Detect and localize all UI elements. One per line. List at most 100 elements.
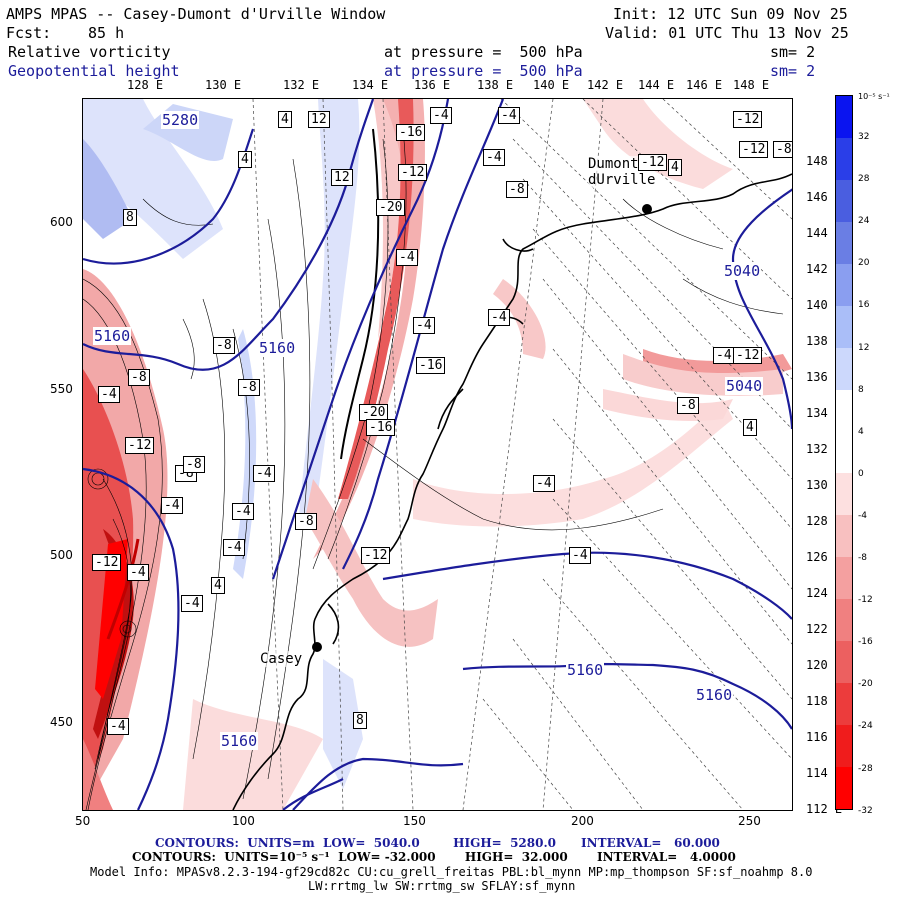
vorticity-contour-label: -4: [569, 547, 591, 564]
vorticity-contour-label: 4: [278, 111, 292, 128]
field1-smoothing: sm= 2: [770, 43, 816, 61]
x-axis-label: 250: [738, 814, 761, 828]
vorticity-contour-label: -12: [739, 141, 769, 158]
lat-label: 128 E: [806, 514, 843, 528]
vorticity-contour-label: -12: [638, 154, 668, 171]
vorticity-contour-label: -4: [181, 595, 203, 612]
x-axis-label: 100: [232, 814, 255, 828]
vorticity-contour-label: -16: [416, 357, 446, 374]
colorbar-label: 20: [858, 258, 870, 269]
colorbar-swatch: [836, 221, 852, 265]
vorticity-contour-label: -12: [398, 164, 428, 181]
colorbar-label: -16: [858, 637, 873, 648]
forecast-hour: 85 h: [88, 24, 125, 42]
casey-marker[interactable]: [312, 642, 322, 652]
station-label-line: Dumont: [588, 156, 639, 172]
vorticity-contour-label: -12: [733, 111, 763, 128]
lat-label: 144 E: [806, 226, 843, 240]
field2-name: Geopotential height: [8, 62, 180, 80]
vorticity-contour-label: -8: [128, 369, 150, 386]
colorbar-label: -4: [858, 510, 867, 521]
x-axis-label: 150: [403, 814, 426, 828]
station-markers: [312, 204, 652, 652]
lat-label: 130 E: [806, 478, 843, 492]
footer-vorticity-contours: CONTOURS: UNITS=10⁻⁵ s⁻¹ LOW= -32.000 HI…: [132, 850, 736, 864]
colorbar-label: 12: [858, 342, 870, 353]
colorbar-swatch: [836, 431, 852, 474]
vorticity-contour-label: 4: [238, 151, 252, 168]
lat-label: 148 E: [806, 154, 843, 168]
vorticity-contour-label: -8: [183, 456, 205, 473]
lon-label: 148 E: [733, 78, 770, 92]
height-contour-label: 5160: [695, 686, 734, 704]
vorticity-contour-label: -4: [127, 564, 149, 581]
station-label-dumont: Dumont dUrville: [588, 156, 656, 188]
y-axis-label: 550: [50, 382, 73, 396]
lon-label: 136 E: [414, 78, 451, 92]
vorticity-contour-label: -20: [376, 199, 406, 216]
lat-label: 124 E: [806, 586, 843, 600]
station-label-line: dUrville: [588, 172, 656, 188]
colorbar: [835, 95, 853, 810]
lat-label: 116 E: [806, 730, 843, 744]
height-contour-label: 5040: [725, 377, 764, 395]
vorticity-contour-label: 4: [743, 419, 757, 436]
footer-model-info-2: LW:rrtmg_lw SW:rrtmg_sw SFLAY:sf_mynn: [308, 879, 576, 893]
vorticity-contour-label: -4: [107, 718, 129, 735]
colorbar-swatch: [836, 137, 852, 181]
height-contour-label: 5160: [566, 661, 605, 679]
colorbar-swatch: [836, 305, 852, 349]
field1-name: Relative vorticity: [8, 43, 171, 61]
colorbar-unit: 10⁻⁵ s⁻¹: [858, 92, 890, 101]
vorticity-contour-label: -4: [413, 317, 435, 334]
x-axis-label: 200: [571, 814, 594, 828]
vorticity-contour-label: 4: [211, 577, 225, 594]
vorticity-contour-label: -4: [396, 249, 418, 266]
init-time: Init: 12 UTC Sun 09 Nov 25: [613, 5, 848, 23]
lon-label: 146 E: [686, 78, 723, 92]
lat-label: 132 E: [806, 442, 843, 456]
field2-smoothing: sm= 2: [770, 62, 816, 80]
field1-level: at pressure = 500 hPa: [384, 43, 583, 61]
lat-label: 112 E: [806, 802, 843, 816]
colorbar-label: -28: [858, 763, 873, 774]
colorbar-swatch: [836, 599, 852, 642]
dumont-durville-marker[interactable]: [642, 204, 652, 214]
colorbar-swatch: [836, 557, 852, 600]
lat-label: 134 E: [806, 406, 843, 420]
colorbar-swatch: [836, 515, 852, 558]
forecast-label: Fcst:: [6, 24, 52, 42]
lat-label: 122 E: [806, 622, 843, 636]
vorticity-contour-label: -4: [488, 309, 510, 326]
map-plot-area[interactable]: Dumont dUrville Casey 5280 5160 5160 5040 50…: [82, 98, 793, 811]
lon-label: 144 E: [638, 78, 675, 92]
lon-label: 130 E: [205, 78, 242, 92]
vorticity-contour-label: 4: [668, 159, 682, 176]
vorticity-contour-label: -12: [733, 347, 763, 364]
colorbar-swatch: [836, 179, 852, 223]
colorbar-label: 32: [858, 132, 870, 142]
valid-time: Valid: 01 UTC Thu 13 Nov 25: [605, 24, 849, 42]
colorbar-swatch: [836, 725, 852, 768]
vorticity-contour-label: -4: [430, 107, 452, 124]
lat-label: 142 E: [806, 262, 843, 276]
lat-label: 120 E: [806, 658, 843, 672]
colorbar-label: 8: [858, 384, 864, 395]
vorticity-contour-label: -12: [361, 547, 391, 564]
lon-label: 138 E: [477, 78, 514, 92]
colorbar-swatch: [836, 347, 852, 391]
vorticity-contour-label: -8: [213, 337, 235, 354]
lat-label: 138 E: [806, 334, 843, 348]
vorticity-contour-label: -8: [295, 513, 317, 530]
map-title: AMPS MPAS -- Casey-Dumont d'Urville Wind…: [6, 5, 386, 23]
lon-label: 134 E: [352, 78, 389, 92]
colorbar-label: -32: [858, 805, 873, 816]
vorticity-contour-label: -4: [98, 386, 120, 403]
colorbar-label: 4: [858, 426, 864, 437]
lat-label: 118 E: [806, 694, 843, 708]
y-axis-label: 500: [50, 548, 73, 562]
vorticity-contour-label: -8: [238, 379, 260, 396]
vorticity-contour-label: -4: [713, 347, 735, 364]
colorbar-label: 16: [858, 300, 870, 311]
lat-label: 146 E: [806, 190, 843, 204]
